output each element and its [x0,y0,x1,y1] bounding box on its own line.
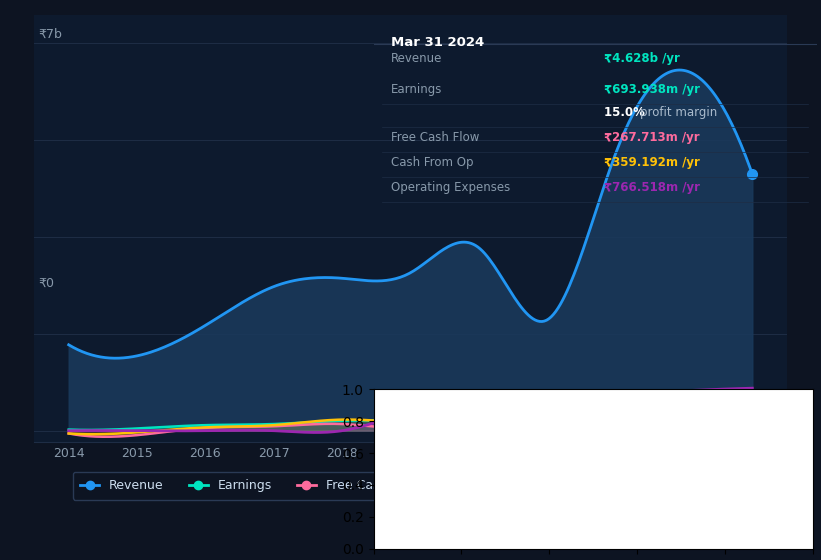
Text: profit margin: profit margin [640,106,717,119]
Text: Operating Expenses: Operating Expenses [392,181,511,194]
Text: ₹693.938m /yr: ₹693.938m /yr [604,83,700,96]
Text: ₹7b: ₹7b [39,28,62,41]
Text: ₹267.713m /yr: ₹267.713m /yr [604,131,699,144]
Text: ₹766.518m /yr: ₹766.518m /yr [604,181,700,194]
Text: Revenue: Revenue [392,52,443,66]
Text: 15.0%: 15.0% [604,106,649,119]
Text: Earnings: Earnings [392,83,443,96]
Legend: Revenue, Earnings, Free Cash Flow, Cash From Op, Operating Expenses: Revenue, Earnings, Free Cash Flow, Cash … [73,472,748,500]
Text: Free Cash Flow: Free Cash Flow [392,131,479,144]
Text: Mar 31 2024: Mar 31 2024 [392,36,484,49]
Text: ₹359.192m /yr: ₹359.192m /yr [604,156,700,169]
Text: ₹0: ₹0 [39,277,54,291]
Text: ₹4.628b /yr: ₹4.628b /yr [604,52,680,66]
Text: Cash From Op: Cash From Op [392,156,474,169]
